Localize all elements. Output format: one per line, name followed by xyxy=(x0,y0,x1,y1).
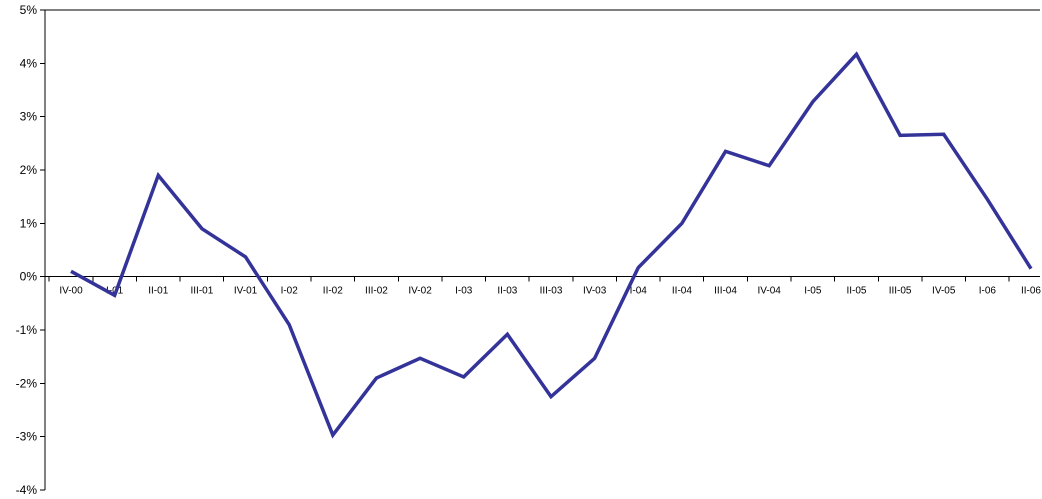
y-tick-label: 2% xyxy=(20,163,38,177)
y-tick-label: -3% xyxy=(16,430,38,444)
x-tick-label: II-06 xyxy=(1021,286,1041,297)
x-tick-label: III-01 xyxy=(191,286,214,297)
x-tick-label: III-05 xyxy=(889,286,912,297)
x-tick-label: II-01 xyxy=(148,286,168,297)
y-tick-label: 1% xyxy=(20,216,38,230)
x-tick-label: IV-05 xyxy=(932,286,956,297)
series-line xyxy=(70,51,1033,439)
x-tick-label: III-03 xyxy=(540,286,563,297)
x-tick-label: I-06 xyxy=(979,286,997,297)
series-group xyxy=(70,51,1033,439)
x-tick-label: II-05 xyxy=(846,286,866,297)
y-tick-label: -2% xyxy=(16,376,38,390)
x-tick-label: I-03 xyxy=(455,286,473,297)
x-tick-label: IV-03 xyxy=(583,286,607,297)
y-axis-ticks: -4% -3% -2% -1% 0% 1% 2% 3% 4% 5% xyxy=(16,3,45,497)
x-tick-label: IV-02 xyxy=(408,286,432,297)
x-tick-label: II-03 xyxy=(497,286,517,297)
x-tick-label: III-02 xyxy=(365,286,388,297)
y-tick-label: -1% xyxy=(16,323,38,337)
x-tick-label: I-04 xyxy=(630,286,648,297)
x-tick-label: II-02 xyxy=(323,286,343,297)
x-tick-label: I-05 xyxy=(804,286,822,297)
x-tick-label: I-02 xyxy=(281,286,299,297)
y-tick-label: 3% xyxy=(20,110,38,124)
x-tick-label: IV-04 xyxy=(758,286,782,297)
x-axis-ticks: IV-00 I-01 II-01 III-01 IV-01 I-02 II-02 III-02… xyxy=(48,276,1041,297)
y-tick-label: 4% xyxy=(20,56,38,70)
y-tick-label: 0% xyxy=(20,270,38,284)
x-tick-label: IV-00 xyxy=(59,286,83,297)
x-tick-label: IV-01 xyxy=(234,286,258,297)
y-tick-label: 5% xyxy=(20,3,38,17)
x-tick-label: II-04 xyxy=(672,286,692,297)
axes xyxy=(44,9,1040,490)
y-tick-label: -4% xyxy=(16,483,38,497)
x-tick-label: III-04 xyxy=(714,286,737,297)
